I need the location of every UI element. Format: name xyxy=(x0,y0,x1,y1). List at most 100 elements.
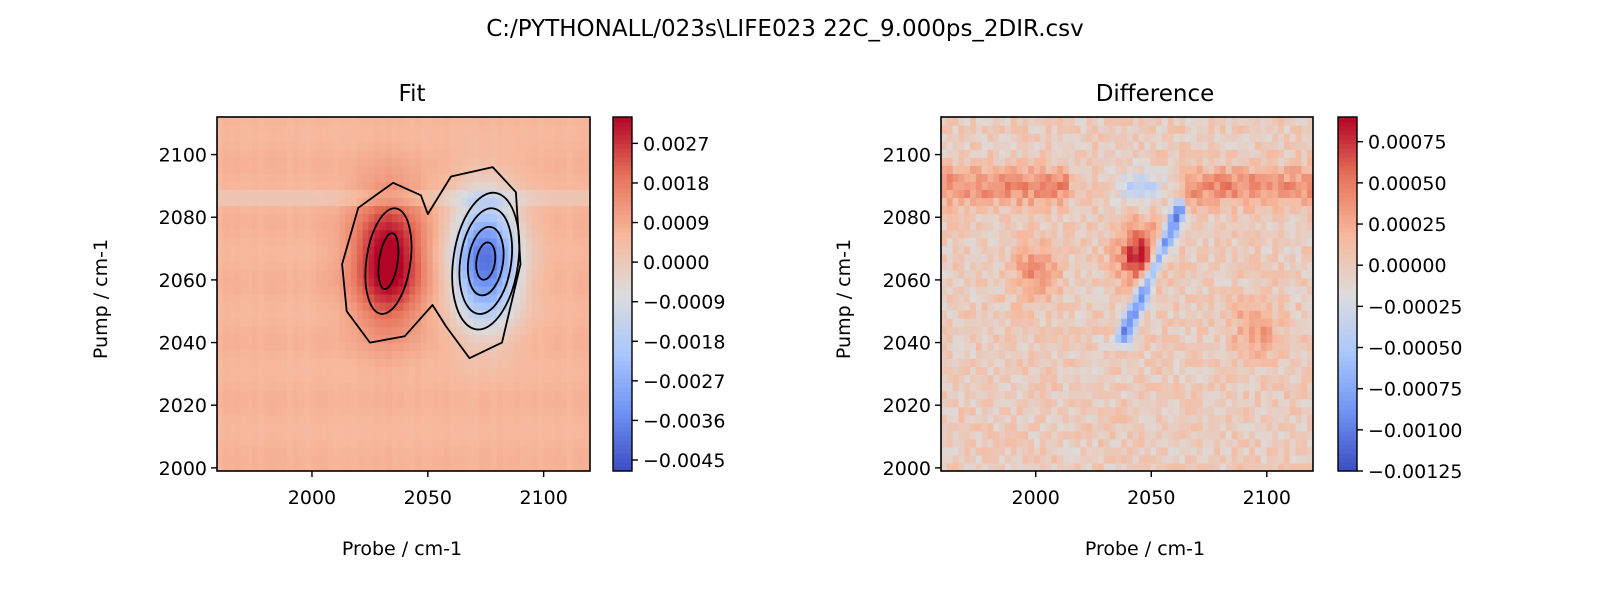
heatmap-cell xyxy=(304,326,311,335)
heatmap-cell xyxy=(555,454,562,464)
heatmap-cell xyxy=(228,245,236,255)
heatmap-cell xyxy=(1016,237,1023,247)
heatmap-cell xyxy=(514,294,521,303)
heatmap-cell xyxy=(450,165,457,174)
heatmap-cell xyxy=(374,157,381,166)
heatmap-cell xyxy=(1179,366,1186,376)
heatmap-cell xyxy=(409,454,416,464)
heatmap-cell xyxy=(356,382,364,392)
heatmap-cell xyxy=(234,125,241,134)
heatmap-cell xyxy=(1173,454,1180,464)
heatmap-cell xyxy=(975,277,983,287)
heatmap-cell xyxy=(1074,414,1082,424)
heatmap-cell xyxy=(975,197,983,207)
heatmap-cell xyxy=(987,326,994,335)
heatmap-cell xyxy=(578,205,585,215)
heatmap-cell xyxy=(327,446,335,456)
heatmap-cell xyxy=(397,462,405,471)
heatmap-cell xyxy=(438,285,445,295)
heatmap-cell xyxy=(1132,302,1140,311)
heatmap-cell xyxy=(1173,294,1180,303)
heatmap-cell xyxy=(578,382,585,392)
heatmap-cell xyxy=(1010,446,1018,456)
heatmap-cell xyxy=(531,189,539,199)
heatmap-cell xyxy=(946,390,954,400)
heatmap-cell xyxy=(222,430,230,440)
heatmap-cell xyxy=(1150,302,1157,311)
heatmap-cell xyxy=(1086,261,1093,271)
heatmap-cell xyxy=(1127,165,1134,174)
heatmap-cell xyxy=(981,205,989,215)
heatmap-cell xyxy=(1016,141,1023,150)
heatmap-cell xyxy=(1051,414,1058,424)
heatmap-cell xyxy=(537,398,544,408)
heatmap-cell xyxy=(508,438,515,448)
heatmap-cell xyxy=(1150,157,1157,166)
heatmap-cell xyxy=(263,197,271,207)
heatmap-cell xyxy=(1068,157,1076,166)
heatmap-cell xyxy=(1196,157,1204,166)
heatmap-cell xyxy=(520,294,527,303)
heatmap-cell xyxy=(1179,205,1186,215)
heatmap-cell xyxy=(1115,454,1122,464)
heatmap-cell xyxy=(1057,197,1064,207)
heatmap-cell xyxy=(217,245,224,255)
heatmap-cell xyxy=(584,430,590,440)
heatmap-cell xyxy=(461,382,469,392)
heatmap-cell xyxy=(1086,269,1093,279)
heatmap-cell xyxy=(1150,165,1157,174)
heatmap-cell xyxy=(1004,430,1012,440)
heatmap-cell xyxy=(426,213,434,223)
heatmap-cell xyxy=(941,237,948,247)
contour-line xyxy=(475,241,497,281)
heatmap-cell xyxy=(964,133,971,142)
heatmap-cell xyxy=(222,165,230,174)
heatmap-cell xyxy=(584,197,590,207)
heatmap-cell xyxy=(520,149,527,158)
heatmap-cell xyxy=(1074,382,1082,392)
heatmap-cell xyxy=(1004,285,1012,295)
heatmap-cell xyxy=(1202,318,1209,327)
heatmap-cell xyxy=(1156,229,1163,239)
heatmap-cell xyxy=(502,269,510,279)
heatmap-cell xyxy=(520,406,527,416)
heatmap-cell xyxy=(1132,342,1140,351)
colorbar-segment xyxy=(613,311,632,317)
heatmap-cell xyxy=(1109,149,1116,158)
heatmap-cell xyxy=(1173,261,1180,271)
heatmap-cell xyxy=(298,342,306,351)
heatmap-cell xyxy=(1074,237,1082,247)
heatmap-cell xyxy=(397,197,405,207)
heatmap-cell xyxy=(479,462,486,471)
heatmap-cell xyxy=(321,253,329,263)
heatmap-cell xyxy=(240,334,247,343)
heatmap-cell xyxy=(1150,205,1157,215)
heatmap-cell xyxy=(1127,414,1134,424)
heatmap-cell xyxy=(1127,141,1134,150)
heatmap-cell xyxy=(222,237,230,247)
heatmap-cell xyxy=(304,117,311,126)
heatmap-cell xyxy=(263,173,271,182)
heatmap-cell xyxy=(1202,358,1209,368)
heatmap-cell xyxy=(946,294,954,303)
heatmap-cell xyxy=(281,205,288,215)
heatmap-cell xyxy=(952,221,960,231)
heatmap-cell xyxy=(1063,189,1070,199)
heatmap-cell xyxy=(1086,438,1093,448)
heatmap-cell xyxy=(292,141,300,150)
heatmap-cell xyxy=(1092,269,1099,279)
heatmap-cell xyxy=(240,245,247,255)
heatmap-cell xyxy=(1185,181,1192,191)
heatmap-cell xyxy=(403,438,410,448)
heatmap-cell xyxy=(380,157,387,166)
heatmap-cell xyxy=(316,269,323,279)
heatmap-cell xyxy=(415,334,422,343)
heatmap-cell xyxy=(566,245,574,255)
heatmap-cell xyxy=(275,358,282,368)
heatmap-cell xyxy=(420,398,428,408)
heatmap-cell xyxy=(508,221,515,231)
heatmap-cell xyxy=(1063,358,1070,368)
heatmap-cell xyxy=(1132,245,1140,255)
heatmap-cell xyxy=(1097,141,1105,150)
heatmap-cell xyxy=(560,438,568,448)
